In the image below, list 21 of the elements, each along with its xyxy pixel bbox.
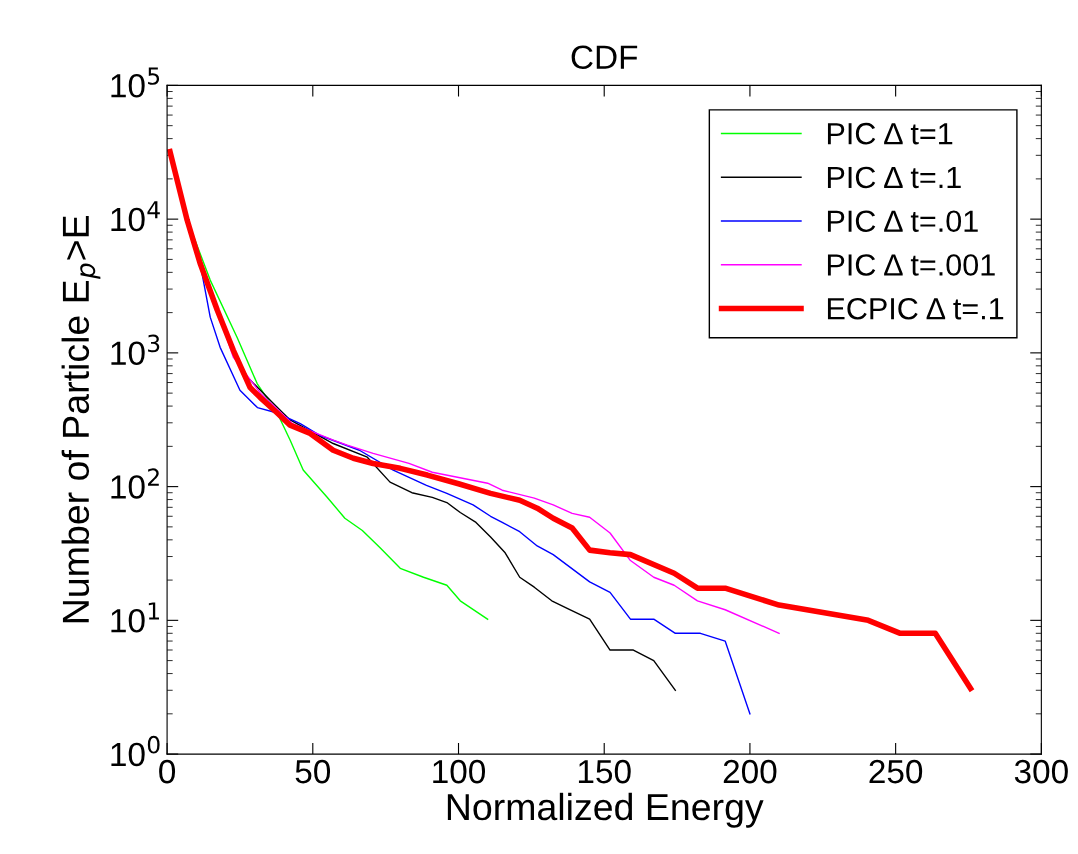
- legend-label: PIC Δ t=.1: [827, 166, 961, 189]
- legend-label: PIC Δ t=.001: [827, 254, 995, 276]
- x-tick-label: 50: [295, 759, 331, 784]
- y-tick-label: 10$^{0}$: [111, 735, 160, 767]
- legend-label: ECPIC Δ t=.1: [827, 297, 1004, 320]
- legend-label: PIC Δ t=1: [827, 122, 953, 145]
- y-axis-title: Number of Particle E$_{p}$>E: [61, 215, 101, 623]
- x-axis-title: Normalized Energy: [447, 792, 764, 828]
- y-tick-label: 10$^{3}$: [111, 334, 160, 366]
- x-tick-label: 100: [433, 759, 486, 784]
- y-tick-label: 10$^{1}$: [111, 602, 159, 633]
- x-tick-label: 300: [1014, 759, 1068, 784]
- x-tick-label: 0: [159, 759, 176, 784]
- x-tick-label: 200: [723, 759, 777, 784]
- y-tick-label: 10$^{2}$: [111, 468, 159, 499]
- legend-label: PIC Δ t=.01: [827, 210, 978, 233]
- y-tick-label: 10$^{4}$: [111, 201, 160, 232]
- x-tick-label: 150: [578, 759, 631, 784]
- chart-title: CDF: [571, 45, 638, 70]
- x-tick-label: 250: [869, 759, 923, 784]
- y-tick-label: 10$^{5}$: [111, 67, 160, 98]
